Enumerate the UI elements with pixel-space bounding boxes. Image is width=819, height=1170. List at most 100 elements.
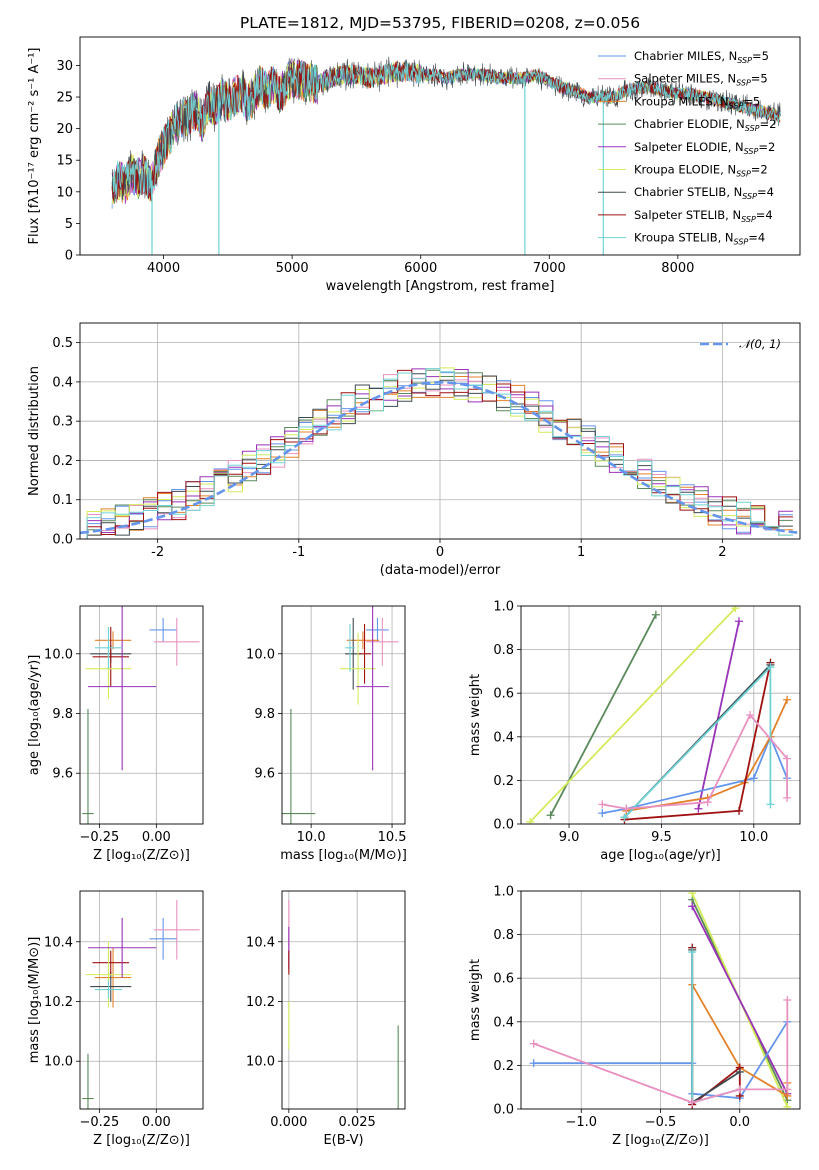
x-tick-label: −0.5 [645,1115,677,1130]
spectrum-series-line [112,61,781,199]
x-tick-label: 0.00 [142,830,171,845]
y-tick-label: 9.8 [254,707,275,722]
residual-histogram [86,375,793,539]
weight-vs-age-panel: 9.0 9.5 10.0 0.0 0.2 0.4 0.6 0.8 1.0 age [log₁₀(a… [468,600,801,863]
weight-marker [688,891,697,898]
legend-label: Salpeter MILES, NSSP=5 [634,72,768,88]
weight-marker [783,996,792,1004]
spectrum-legend: Chabrier MILES, NSSP=5 Salpeter MILES, NS… [598,49,776,247]
spectrum-series-line [111,59,781,201]
y-tick-label: 0.6 [493,687,514,702]
y-axis-label: mass [log₁₀(M/M⊙)] [27,937,42,1064]
y-tick-label: 0.4 [493,1015,514,1030]
x-axis-label: E(B-V) [323,1133,363,1148]
legend-label: Salpeter ELODIE, NSSP=2 [634,140,775,156]
weight-marker [731,606,740,613]
x-tick-label: 0.000 [270,1115,307,1130]
y-tick-label: 15 [56,154,73,169]
y-tick-label: 0.5 [52,336,73,351]
weight-marker [766,800,775,809]
legend-label: Chabrier ELODIE, NSSP=2 [634,117,776,133]
x-tick-label: 5000 [276,261,309,276]
weight-marker [783,793,792,802]
figure-title: PLATE=1812, MJD=53795, FIBERID=0208, z=0… [240,14,640,32]
weight-series-line [697,621,740,809]
y-tick-label: 10.2 [44,995,73,1010]
x-tick-label: 10.5 [378,830,407,845]
weight-marker [694,804,703,813]
weight-marker [622,804,631,813]
age-vs-metallicity-panel: −0.25 0.00 9.6 9.8 10.0 Z [log₁₀(Z/Z⊙)] age [l… [27,605,204,863]
x-axis-label: Z [log₁₀(Z/Z⊙)] [612,1133,709,1148]
axes-frame [79,605,204,825]
x-tick-label: 4000 [147,261,180,276]
y-tick-label: 0.3 [52,415,73,430]
axes-frame [79,890,204,1110]
y-tick-label: 0.2 [493,774,514,789]
weight-marker [526,817,535,824]
y-tick-label: 10.0 [246,1055,275,1070]
weight-marker [703,798,712,807]
x-tick-label: 6000 [404,261,437,276]
mass-vs-ebv-panel: 0.000 0.025 10.0 10.2 10.4 E(B-V) [246,890,406,1148]
x-tick-label: 2 [718,545,726,560]
y-tick-label: 0.2 [52,454,73,469]
x-tick-label: 9.0 [559,830,580,845]
x-tick-label: −1.0 [565,1115,597,1130]
x-tick-label: -1 [292,545,305,560]
y-tick-label: 5 [65,217,73,232]
x-tick-label: 10.0 [297,830,326,845]
weight-marker [735,1067,744,1076]
y-axis-label: Normed distribution [27,366,42,496]
y-tick-label: 0.1 [52,493,73,508]
y-tick-label: 30 [56,59,73,74]
legend-label: Kroupa ELODIE, NSSP=2 [634,163,768,179]
weight-marker [688,902,697,911]
x-tick-label: 0.0 [729,1115,750,1130]
y-tick-label: 0.8 [493,643,514,658]
x-axis-label: mass [log₁₀(M/M⊙)] [280,848,407,863]
weight-marker [735,617,744,626]
x-tick-label: −0.25 [79,830,119,845]
y-tick-label: 10.2 [246,995,275,1010]
y-tick-label: 1.0 [493,885,514,900]
y-tick-label: 0.0 [52,533,73,548]
residual-histogram [86,369,793,539]
axes-frame [281,605,406,825]
residuals-panel: -2 -1 0 1 2 0.0 0.1 0.2 0.3 0.4 0.5 𝒩(0, 1) (data-mo… [27,322,801,578]
y-axis-label: Flux [fλ10⁻¹⁷ erg cm⁻² s⁻¹ A⁻¹] [27,48,42,245]
y-tick-label: 0.8 [493,928,514,943]
weight-marker [735,1085,744,1094]
y-tick-label: 10.0 [44,647,73,662]
x-axis-label: wavelength [Angstrom, rest frame] [326,279,555,294]
spectrum-panel: 4000 5000 6000 7000 8000 0 5 10 15 20 25 30 Chabrier… [27,36,801,294]
normal-reference-curve [80,381,798,535]
x-axis-label: age [log₁₀(age/yr)] [600,848,721,863]
x-tick-label: 9.5 [651,830,672,845]
weight-marker [783,1102,792,1109]
legend-label: 𝒩(0, 1) [739,337,781,351]
axes-frame [79,36,801,256]
legend-label: Chabrier STELIB, NSSP=4 [634,185,774,201]
weight-marker [746,711,755,719]
weight-marker [783,754,792,763]
x-tick-label: 0.025 [339,1115,376,1130]
y-tick-label: 20 [56,122,73,137]
weight-vs-metallicity-panel: −1.0 −0.5 0.0 0.0 0.2 0.4 0.6 0.8 1.0 Z [log₁₀(Z/… [468,885,801,1148]
x-tick-label: 8000 [661,261,694,276]
legend-label: Kroupa MILES, NSSP=5 [634,94,760,110]
weight-series-line [529,607,736,823]
weight-marker [620,813,629,822]
weight-series-line [691,905,789,1095]
y-tick-label: 10.4 [246,935,275,950]
legend-label: Kroupa STELIB, NSSP=4 [634,231,765,247]
x-tick-label: 7000 [533,261,566,276]
axes-frame [520,605,801,825]
weight-marker [529,1039,538,1048]
legend-label: Salpeter STELIB, NSSP=4 [634,208,773,224]
weight-marker [651,610,660,619]
y-tick-label: 9.6 [254,767,275,782]
x-tick-label: 0.00 [142,1115,171,1130]
weight-series-line [602,714,788,810]
